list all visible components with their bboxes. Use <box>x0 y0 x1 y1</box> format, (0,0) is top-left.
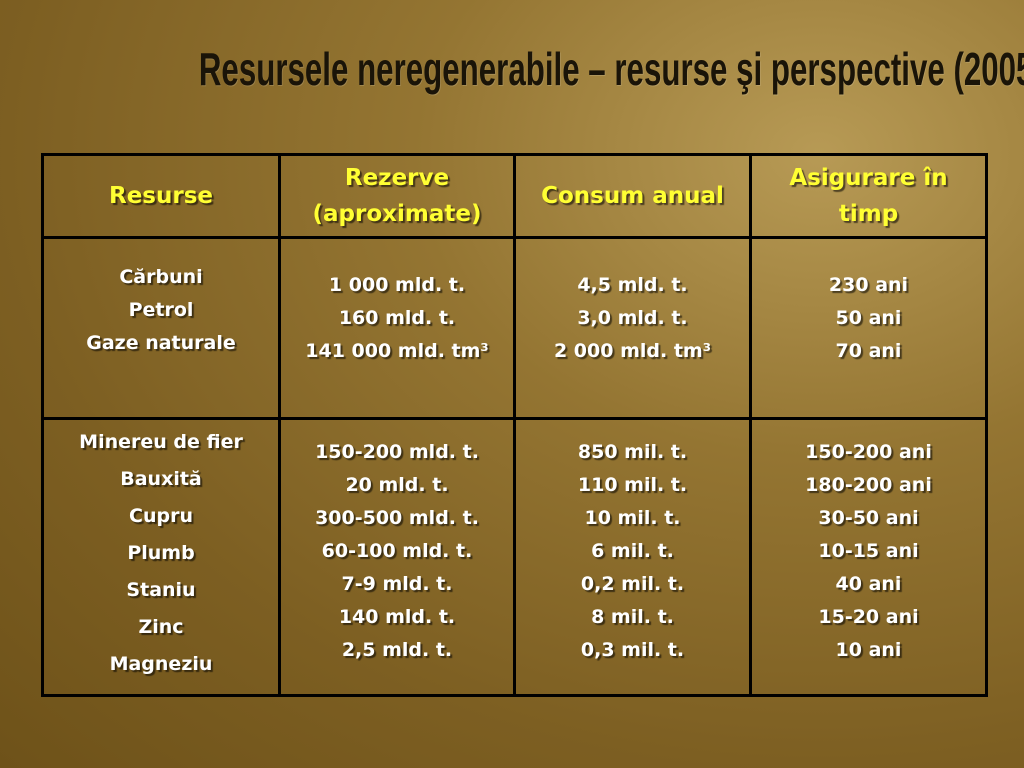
cell-rezerve: 150-200 mld. t. 20 mld. t. 300-500 mld. t.… <box>278 417 516 697</box>
column-header: Resurse <box>41 153 281 239</box>
cell-value: Magneziu <box>109 653 213 675</box>
cell-value: 0,3 mil. t. <box>580 639 685 661</box>
cell-value: 180-200 ani <box>805 474 932 496</box>
header-text: (aproximate) <box>312 201 482 227</box>
cell-value: 7-9 mld. t. <box>341 573 453 595</box>
cell-value: 150-200 mld. t. <box>315 441 479 463</box>
cell-asigurare: 150-200 ani 180-200 ani 30-50 ani 10-15 ani… <box>749 417 988 697</box>
column-header: Asigurare în timp <box>749 153 988 239</box>
column-header: Rezerve (aproximate) <box>278 153 516 239</box>
cell-value: 20 mld. t. <box>345 474 449 496</box>
cell-value: 160 mld. t. <box>338 307 456 329</box>
cell-value: 2 000 mld. tm³ <box>553 340 712 362</box>
cell-value: Plumb <box>127 542 195 564</box>
cell-consum: 4,5 mld. t. 3,0 mld. t. 2 000 mld. tm³ <box>513 236 752 420</box>
cell-value: Gaze naturale <box>86 332 236 354</box>
table-row: Cărbuni Petrol Gaze naturale 1 000 mld. t. 1… <box>41 236 988 420</box>
cell-value: 140 mld. t. <box>338 606 456 628</box>
header-text: Rezerve <box>344 165 450 191</box>
cell-value: 60-100 mld. t. <box>321 540 473 562</box>
table-row: Minereu de fier Bauxită Cupru Plumb Staniu Zi… <box>41 417 988 697</box>
cell-value: 70 ani <box>835 340 902 362</box>
cell-consum: 850 mil. t. 110 mil. t. 10 mil. t. 6 mil. t… <box>513 417 752 697</box>
cell-value: 30-50 ani <box>818 507 919 529</box>
header-text: Consum anual <box>541 183 724 209</box>
cell-value: 850 mil. t. <box>577 441 688 463</box>
cell-value: 40 ani <box>835 573 902 595</box>
table-header-row: Resurse Rezerve (aproximate) Consum anual As… <box>41 153 988 239</box>
cell-value: 10 ani <box>835 639 902 661</box>
header-text: timp <box>838 201 899 227</box>
cell-value: 8 mil. t. <box>591 606 674 628</box>
resources-table: Resurse Rezerve (aproximate) Consum anual As… <box>41 153 988 697</box>
cell-value: 150-200 ani <box>805 441 932 463</box>
cell-value: 141 000 mld. tm³ <box>305 340 489 362</box>
cell-value: Petrol <box>128 299 194 321</box>
cell-value: 230 ani <box>828 274 909 296</box>
cell-value: 300-500 mld. t. <box>315 507 479 529</box>
header-text: Asigurare în <box>789 165 948 191</box>
cell-value: 50 ani <box>835 307 902 329</box>
cell-value: 0,2 mil. t. <box>580 573 685 595</box>
cell-value: 1 000 mld. t. <box>328 274 466 296</box>
cell-value: Staniu <box>126 579 196 601</box>
cell-value: 3,0 mld. t. <box>577 307 688 329</box>
cell-value: Cărbuni <box>119 266 203 288</box>
cell-value: 4,5 mld. t. <box>577 274 688 296</box>
cell-value: 110 mil. t. <box>577 474 688 496</box>
cell-asigurare: 230 ani 50 ani 70 ani <box>749 236 988 420</box>
cell-value: 2,5 mld. t. <box>341 639 453 661</box>
cell-resurse: Cărbuni Petrol Gaze naturale <box>41 236 281 420</box>
cell-value: Minereu de fier <box>79 431 243 453</box>
cell-value: Cupru <box>129 505 193 527</box>
cell-value: 6 mil. t. <box>591 540 674 562</box>
cell-rezerve: 1 000 mld. t. 160 mld. t. 141 000 mld. tm³ <box>278 236 516 420</box>
slide-title: Resursele neregenerabile – resurse şi pe… <box>198 43 1024 95</box>
cell-value: Zinc <box>138 616 184 638</box>
cell-value: 10-15 ani <box>818 540 919 562</box>
cell-resurse: Minereu de fier Bauxită Cupru Plumb Staniu Zi… <box>41 417 281 697</box>
cell-value: 15-20 ani <box>818 606 919 628</box>
cell-value: Bauxită <box>120 468 202 490</box>
column-header: Consum anual <box>513 153 752 239</box>
cell-value: 10 mil. t. <box>584 507 681 529</box>
header-text: Resurse <box>108 183 213 209</box>
